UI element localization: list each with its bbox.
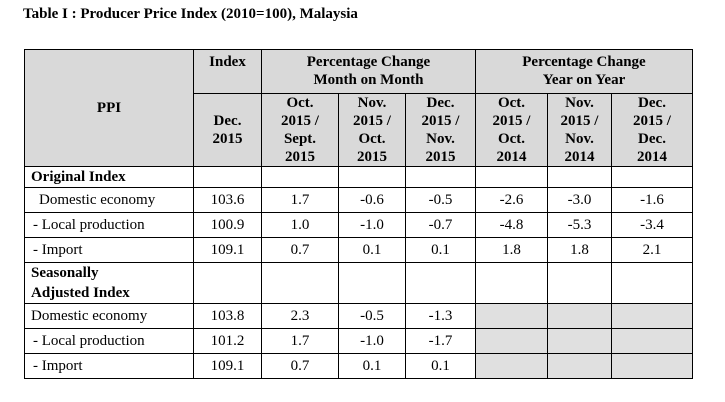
table-row: - Import 109.1 0.7 0.1 0.1 1.8 1.8 2.1: [24, 237, 693, 263]
value-cell: -0.5: [338, 303, 406, 329]
subheader-row: Dec. 2015 Oct. 2015 / Sept. 2015 Nov. 2015…: [25, 93, 693, 167]
value-cell: 103.6: [193, 187, 262, 213]
value-cell: 109.1: [193, 353, 262, 379]
value-cell: -3.4: [611, 212, 693, 238]
value-cell: -1.0: [338, 212, 406, 238]
subheader-cell: Dec. 2015 / Dec. 2014: [611, 93, 693, 167]
ppi-header: PPI: [24, 49, 194, 167]
value-cell: 2.1: [611, 237, 693, 263]
subheader-cell: Nov. 2015 / Oct. 2015: [338, 93, 406, 167]
value-cell: -1.3: [405, 303, 476, 329]
value-cell: 0.1: [405, 353, 476, 379]
subheader-cell: Nov. 2015 / Nov. 2014: [547, 93, 612, 167]
value-cell: 1.8: [475, 237, 548, 263]
value-cell: 103.8: [193, 303, 262, 329]
value-cell: -5.3: [547, 212, 612, 238]
value-cell: 0.7: [261, 237, 339, 263]
value-cell: -4.8: [475, 212, 548, 238]
value-cell: 101.2: [193, 328, 262, 354]
value-cell: 0.7: [261, 353, 339, 379]
subheader-cell: Oct. 2015 / Sept. 2015: [261, 93, 339, 167]
row-label: - Import: [24, 353, 194, 379]
section-original-label: Original Index: [24, 166, 194, 188]
seasonal-rows: Domestic economy 103.8 2.3 -0.5 -1.3- Local …: [24, 303, 693, 379]
value-cell: [547, 303, 612, 329]
table-row: - Import 109.1 0.7 0.1 0.1: [24, 353, 693, 379]
value-cell: [611, 328, 693, 354]
table-row: Domestic economy 103.8 2.3 -0.5 -1.3: [24, 303, 693, 329]
value-cell: -3.0: [547, 187, 612, 213]
section-seasonal-label: Seasonally Adjusted Index: [24, 262, 194, 304]
row-label: - Local production: [24, 212, 194, 238]
value-cell: [547, 353, 612, 379]
value-cell: -0.7: [405, 212, 476, 238]
value-cell: 0.1: [338, 237, 406, 263]
value-cell: 0.1: [338, 353, 406, 379]
value-cell: 2.3: [261, 303, 339, 329]
value-cell: 1.0: [261, 212, 339, 238]
value-cell: [611, 303, 693, 329]
row-label: Domestic economy: [24, 187, 194, 213]
value-cell: 0.1: [405, 237, 476, 263]
yoy-header: Percentage Change Year on Year: [475, 49, 693, 94]
value-cell: -1.7: [405, 328, 476, 354]
subheader-cell: Oct. 2015 / Oct. 2014: [475, 93, 548, 167]
value-cell: [475, 328, 548, 354]
mom-header: Percentage Change Month on Month: [261, 49, 476, 94]
subheader-cell: Dec. 2015 / Nov. 2015: [405, 93, 476, 167]
row-label: - Import: [24, 237, 194, 263]
value-cell: 109.1: [193, 237, 262, 263]
value-cell: 1.7: [261, 328, 339, 354]
table-row: - Local production 101.2 1.7 -1.0 -1.7: [24, 328, 693, 354]
table-row: - Local production 100.9 1.0 -1.0 -0.7 -4.8 -5…: [24, 212, 693, 238]
value-cell: 1.8: [547, 237, 612, 263]
value-cell: 100.9: [193, 212, 262, 238]
value-cell: 1.7: [261, 187, 339, 213]
value-cell: [475, 353, 548, 379]
row-label: Domestic economy: [24, 303, 194, 329]
value-cell: [547, 328, 612, 354]
subheader-cell: Dec. 2015: [193, 93, 262, 167]
value-cell: -1.6: [611, 187, 693, 213]
original-rows: Domestic economy 103.6 1.7 -0.6 -0.5 -2.6 -3.0…: [24, 187, 693, 263]
value-cell: -2.6: [475, 187, 548, 213]
row-label: - Local production: [24, 328, 194, 354]
value-cell: -1.0: [338, 328, 406, 354]
value-cell: -0.5: [405, 187, 476, 213]
value-cell: [611, 353, 693, 379]
ppi-table: PPI Index Percentage Change Month on Mon…: [24, 49, 693, 379]
value-cell: [475, 303, 548, 329]
value-cell: -0.6: [338, 187, 406, 213]
index-header: Index: [193, 49, 262, 94]
table-row: Domestic economy 103.6 1.7 -0.6 -0.5 -2.6 -3.0…: [24, 187, 693, 213]
table-title: Table I : Producer Price Index (2010=100…: [23, 6, 358, 22]
